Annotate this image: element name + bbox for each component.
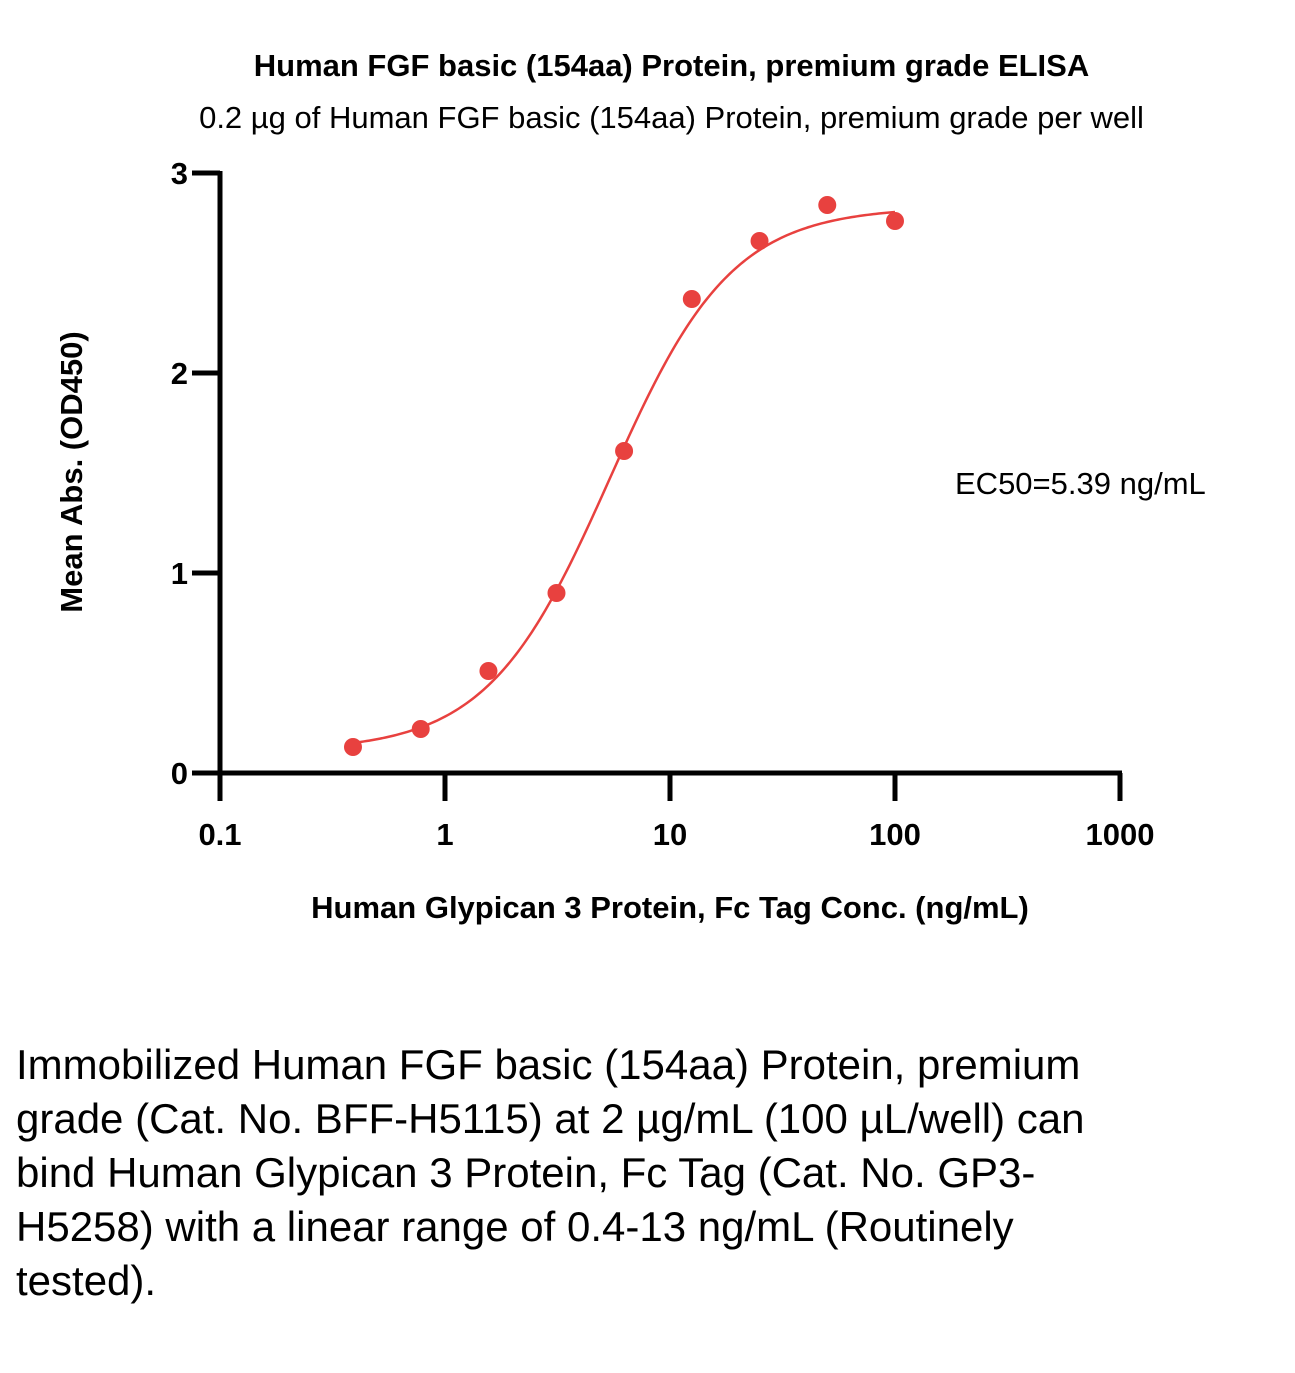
data-point	[615, 442, 634, 460]
x-tick-label: 1000	[1086, 817, 1155, 852]
data-point	[411, 720, 430, 738]
x-tick-label: 10	[653, 817, 687, 852]
data-point	[343, 738, 362, 756]
data-point	[818, 196, 837, 214]
chart-subtitle: 0.2 µg of Human FGF basic (154aa) Protei…	[199, 100, 1144, 135]
y-tick-label: 3	[171, 156, 188, 191]
data-point	[886, 212, 904, 230]
data-point	[682, 290, 701, 308]
data-point	[547, 584, 566, 602]
y-tick-label: 0	[171, 756, 188, 791]
fit-curve	[352, 210, 896, 745]
y-tick-label: 1	[171, 556, 188, 591]
x-axis-label: Human Glypican 3 Protein, Fc Tag Conc. (…	[311, 890, 1029, 925]
x-tick-label: 100	[869, 817, 921, 852]
chart-title: Human FGF basic (154aa) Protein, premium…	[253, 48, 1090, 83]
data-point	[750, 232, 769, 250]
x-tick-label: 1	[436, 817, 453, 852]
ec50-annotation: EC50=5.39 ng/mL	[955, 466, 1206, 501]
x-tick-label: 0.1	[198, 817, 241, 852]
y-tick-label: 2	[171, 356, 188, 391]
data-points	[343, 196, 904, 756]
chart-plot: 0.1 1 10 100 1000 0 1 2 3	[171, 156, 1155, 852]
data-point	[479, 662, 498, 680]
fit-curve-group	[352, 210, 896, 745]
axes: 0.1 1 10 100 1000 0 1 2 3	[171, 156, 1155, 852]
figure-caption: Immobilized Human FGF basic (154aa) Prot…	[16, 1041, 1085, 1304]
